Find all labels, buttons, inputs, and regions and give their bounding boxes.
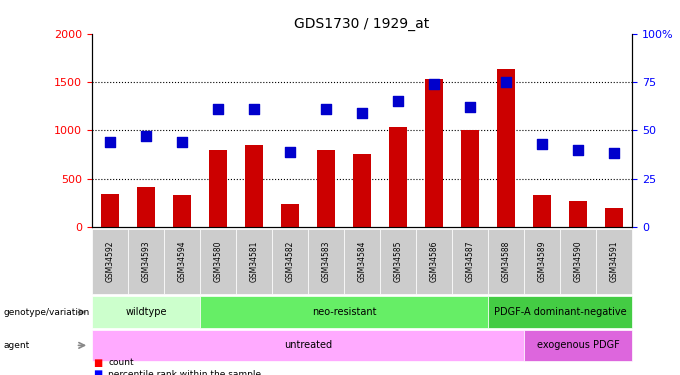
Point	[105, 139, 116, 145]
Bar	[425, 79, 443, 227]
Bar	[245, 145, 263, 227]
Point	[248, 106, 259, 112]
Text: GSM34591: GSM34591	[610, 241, 619, 282]
Point	[320, 106, 331, 112]
Text: GSM34580: GSM34580	[214, 241, 222, 282]
Text: ■: ■	[93, 358, 103, 368]
Text: PDGF-A dominant-negative: PDGF-A dominant-negative	[494, 307, 627, 317]
Text: GSM34587: GSM34587	[466, 241, 475, 282]
Text: GSM34581: GSM34581	[250, 241, 258, 282]
Text: GSM34584: GSM34584	[358, 241, 367, 282]
Bar	[569, 201, 588, 227]
Text: neo-resistant: neo-resistant	[312, 307, 376, 317]
Bar	[173, 195, 191, 227]
Text: percentile rank within the sample: percentile rank within the sample	[108, 370, 261, 375]
Bar	[317, 150, 335, 227]
Point	[212, 106, 223, 112]
Title: GDS1730 / 1929_at: GDS1730 / 1929_at	[294, 17, 430, 32]
Text: GSM34593: GSM34593	[141, 241, 150, 282]
Point	[141, 133, 152, 139]
Text: GSM34592: GSM34592	[105, 241, 114, 282]
Bar	[497, 69, 515, 227]
Text: GSM34582: GSM34582	[286, 241, 294, 282]
Bar	[461, 130, 479, 227]
Bar	[353, 154, 371, 227]
Bar	[281, 204, 299, 227]
Text: count: count	[108, 358, 134, 367]
Bar	[209, 150, 227, 227]
Bar	[533, 195, 551, 227]
Point	[464, 104, 475, 110]
Text: GSM34588: GSM34588	[502, 241, 511, 282]
Text: genotype/variation: genotype/variation	[3, 308, 90, 316]
Bar	[101, 194, 119, 227]
Text: exogenous PDGF: exogenous PDGF	[537, 340, 619, 350]
Bar	[605, 208, 624, 227]
Point	[356, 110, 367, 116]
Point	[284, 148, 295, 154]
Text: GSM34589: GSM34589	[538, 241, 547, 282]
Point	[609, 150, 619, 156]
Text: wildtype: wildtype	[125, 307, 167, 317]
Text: GSM34583: GSM34583	[322, 241, 330, 282]
Bar	[137, 187, 155, 227]
Bar	[389, 128, 407, 227]
Point	[500, 79, 511, 85]
Point	[392, 98, 403, 104]
Text: agent: agent	[3, 341, 30, 350]
Text: GSM34586: GSM34586	[430, 241, 439, 282]
Text: GSM34585: GSM34585	[394, 241, 403, 282]
Point	[537, 141, 547, 147]
Text: ■: ■	[93, 369, 103, 375]
Point	[573, 147, 583, 153]
Text: untreated: untreated	[284, 340, 332, 350]
Text: GSM34590: GSM34590	[574, 241, 583, 282]
Text: GSM34594: GSM34594	[177, 241, 186, 282]
Point	[176, 139, 187, 145]
Point	[428, 81, 439, 87]
